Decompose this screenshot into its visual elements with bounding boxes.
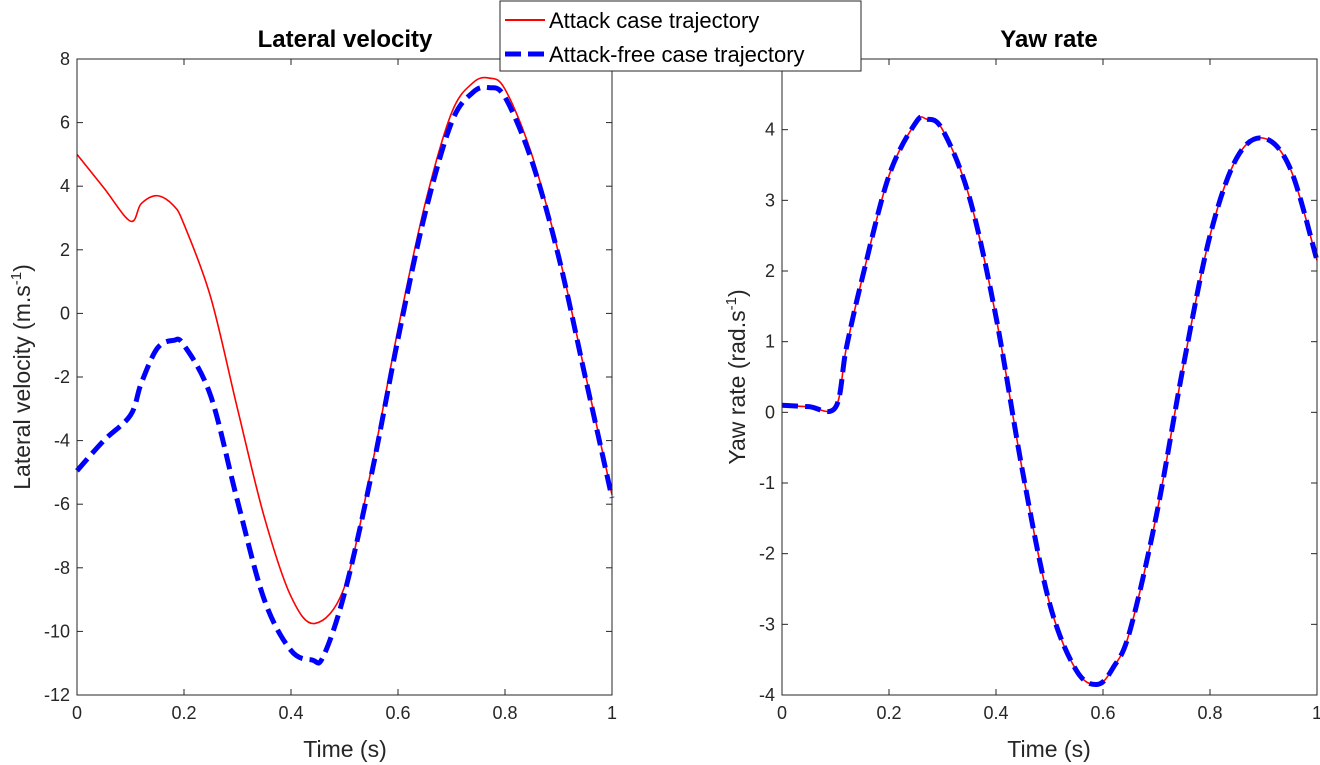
x-axis-label: Time (s): [1007, 736, 1090, 762]
y-tick-label: 4: [765, 120, 775, 140]
x-tick-label: 1: [607, 703, 617, 723]
x-tick-label: 0.8: [1197, 703, 1222, 723]
legend-label-attack-free: Attack-free case trajectory: [549, 42, 805, 67]
x-tick-label: 0.2: [171, 703, 196, 723]
x-ticks: 0 0.2 0.4 0.6 0.8 1: [777, 59, 1320, 723]
y-tick-label: 0: [60, 303, 70, 323]
attack-series-line: [781, 116, 1318, 686]
legend-box: [499, 0, 862, 72]
y-axis-label-end: ): [9, 264, 35, 272]
x-tick-label: 0.4: [983, 703, 1008, 723]
yaw-rate-chart: Yaw rate Time (s) Yaw rate (rad.s-1) 0 0.…: [723, 26, 1320, 762]
x-ticks: 0 0.2 0.4 0.6 0.8 1: [72, 59, 617, 723]
legend-label-attack: Attack case trajectory: [549, 8, 759, 33]
x-tick-label: 0.2: [876, 703, 901, 723]
y-tick-label: 2: [60, 240, 70, 260]
x-tick-label: 0.6: [1090, 703, 1115, 723]
y-tick-label: 6: [60, 113, 70, 133]
x-tick-label: 0: [72, 703, 82, 723]
y-axis-label-main: Yaw rate (rad.s: [724, 310, 750, 464]
y-axis-label: Lateral velocity (m.s-1): [8, 264, 35, 490]
y-tick-label: -10: [44, 621, 70, 641]
axes-box: [76, 58, 613, 696]
y-tick-label: -1: [759, 473, 775, 493]
lateral-velocity-chart: Lateral velocity Time (s) Lateral veloci…: [8, 26, 617, 762]
y-tick-label: -6: [54, 494, 70, 514]
y-tick-label: -12: [44, 685, 70, 705]
x-tick-label: 0.4: [278, 703, 303, 723]
series-group: [75, 76, 615, 666]
y-tick-label: -2: [759, 544, 775, 564]
y-tick-label: -4: [54, 431, 70, 451]
y-axis-label-superscript: -1: [723, 297, 740, 310]
legend: Attack case trajectory Attack-free case …: [499, 0, 862, 72]
y-ticks: -4 -3 -2 -1 0 1 2 3 4: [759, 120, 1317, 705]
series-group: [781, 114, 1320, 688]
attack-free-series-line: [781, 114, 1320, 688]
y-tick-label: 4: [60, 176, 70, 196]
x-tick-label: 0: [777, 703, 787, 723]
attack-free-series-line: [75, 84, 615, 666]
y-axis-label-superscript: -1: [8, 272, 25, 285]
axes-box: [781, 58, 1318, 696]
x-tick-label: 1: [1312, 703, 1320, 723]
y-tick-label: 8: [60, 49, 70, 69]
y-tick-label: -2: [54, 367, 70, 387]
y-axis-label-main: Lateral velocity (m.s: [9, 285, 35, 490]
y-axis-label-end: ): [724, 289, 750, 297]
x-tick-label: 0.6: [385, 703, 410, 723]
y-axis-label: Yaw rate (rad.s-1): [723, 289, 750, 464]
y-tick-label: -8: [54, 558, 70, 578]
y-tick-label: 2: [765, 261, 775, 281]
y-tick-label: 3: [765, 190, 775, 210]
x-axis-label: Time (s): [303, 736, 386, 762]
chart-title: Yaw rate: [1000, 26, 1097, 53]
y-tick-label: 0: [765, 402, 775, 422]
x-tick-label: 0.8: [492, 703, 517, 723]
y-tick-label: -3: [759, 614, 775, 634]
y-tick-label: 1: [765, 332, 775, 352]
y-tick-label: -4: [759, 685, 775, 705]
chart-title: Lateral velocity: [258, 26, 433, 53]
